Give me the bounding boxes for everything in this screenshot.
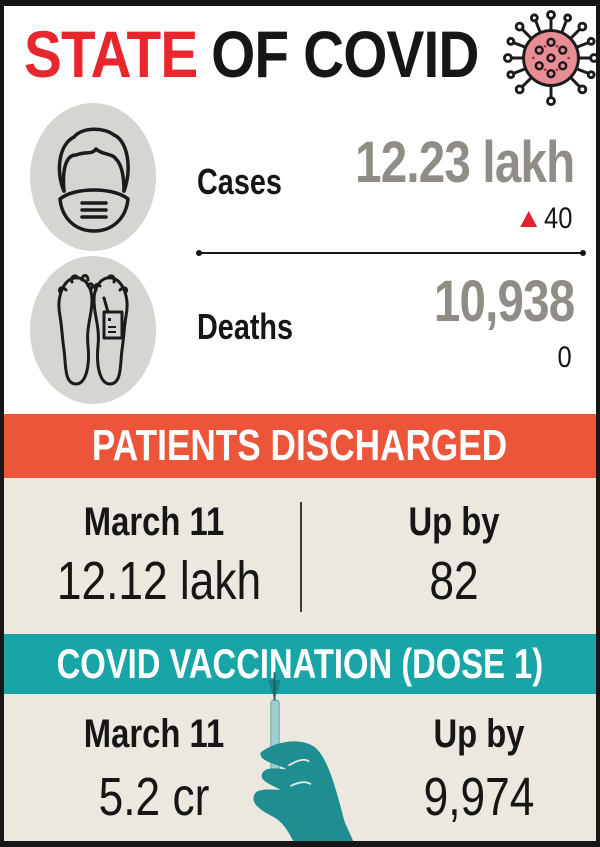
virus-icon	[502, 8, 596, 108]
face-mask-icon	[30, 103, 156, 251]
divider	[196, 250, 586, 256]
red-up-triangle-icon	[519, 211, 537, 227]
cases-value: 12.23 lakh	[354, 130, 575, 195]
covid-vaccination-header: COVID VACCINATION (DOSE 1)	[4, 634, 596, 694]
vaccination-upby-heading: Up by	[433, 712, 525, 756]
deaths-value: 10,938	[433, 269, 574, 334]
column-divider	[300, 502, 302, 612]
panel-spacer	[4, 628, 596, 634]
feet-toe-tag-icon	[30, 256, 156, 404]
cases-change-value: 40	[543, 202, 572, 235]
deaths-change-value: 0	[557, 341, 572, 374]
vaccination-date-heading: March 11	[83, 712, 225, 756]
title-state: STATE	[24, 17, 198, 91]
cases-label: Cases	[197, 161, 282, 202]
discharged-upby-value: 82	[429, 551, 479, 611]
discharged-upby-heading: Up by	[408, 500, 500, 544]
patients-discharged-header: PATIENTS DISCHARGED	[4, 414, 596, 478]
hand-holding-syringe-icon	[240, 666, 380, 841]
patients-discharged-title: PATIENTS DISCHARGED	[92, 421, 508, 470]
vaccination-upby-value: 9,974	[423, 767, 535, 827]
page-title: STATE OF COVID	[24, 12, 479, 96]
deaths-label: Deaths	[197, 306, 294, 347]
title-of-covid: OF COVID	[211, 17, 479, 91]
covid-vaccination-title: COVID VACCINATION (DOSE 1)	[56, 640, 544, 687]
discharged-date-heading: March 11	[83, 500, 225, 544]
cases-change: 40	[519, 202, 572, 236]
deaths-change: 0	[558, 341, 572, 375]
discharged-total-value: 12.12 lakh	[56, 551, 262, 611]
vaccination-total-value: 5.2 cr	[98, 767, 210, 827]
